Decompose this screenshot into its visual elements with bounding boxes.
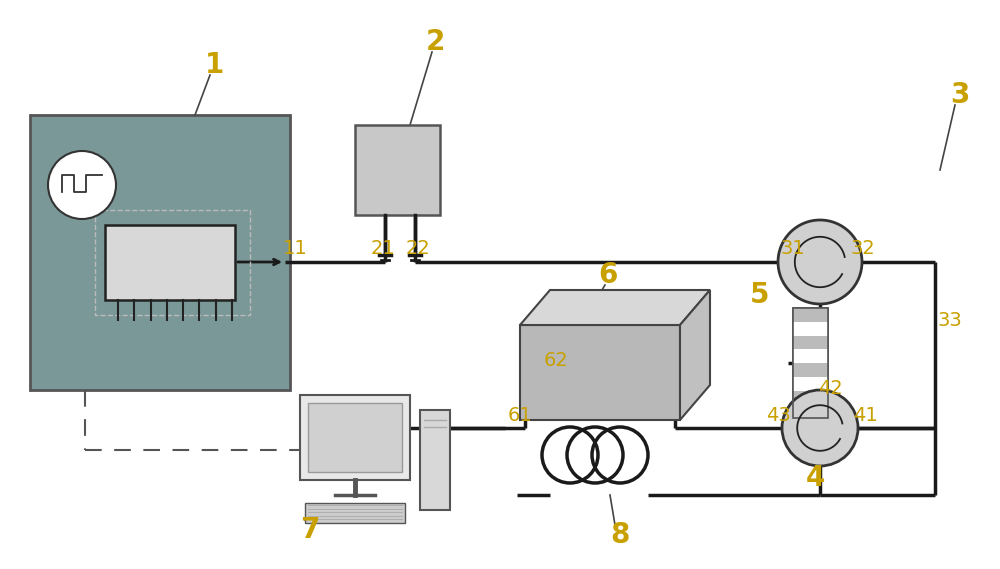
Bar xyxy=(793,377,828,390)
Bar xyxy=(793,349,828,363)
Circle shape xyxy=(782,390,858,466)
Text: 42: 42 xyxy=(818,378,842,398)
Bar xyxy=(793,308,828,418)
Text: 21: 21 xyxy=(371,238,395,258)
Bar xyxy=(793,308,828,418)
Text: 6: 6 xyxy=(598,261,618,289)
Text: 4: 4 xyxy=(805,464,825,492)
Text: 8: 8 xyxy=(610,521,630,549)
Polygon shape xyxy=(680,290,710,420)
Text: 61: 61 xyxy=(508,406,532,424)
Bar xyxy=(30,115,290,390)
Bar xyxy=(95,210,250,315)
Circle shape xyxy=(48,151,116,219)
Text: 33: 33 xyxy=(938,311,962,329)
Bar xyxy=(420,410,450,510)
Text: 43: 43 xyxy=(766,406,790,424)
Bar xyxy=(793,308,828,321)
Bar xyxy=(308,403,402,472)
Bar xyxy=(793,363,828,377)
Circle shape xyxy=(778,220,862,304)
Text: 32: 32 xyxy=(851,238,875,258)
Text: 11: 11 xyxy=(283,238,307,258)
Text: 31: 31 xyxy=(781,238,805,258)
Bar xyxy=(793,321,828,336)
Text: 41: 41 xyxy=(853,406,877,424)
Bar xyxy=(300,395,410,480)
Text: 3: 3 xyxy=(950,81,970,109)
Text: 7: 7 xyxy=(300,516,320,544)
Polygon shape xyxy=(520,290,710,325)
Text: 62: 62 xyxy=(544,351,568,369)
Bar xyxy=(355,125,440,215)
Text: 5: 5 xyxy=(750,281,770,309)
Bar xyxy=(793,404,828,418)
Bar xyxy=(793,336,828,349)
Bar xyxy=(305,503,405,523)
Bar xyxy=(105,225,235,300)
Polygon shape xyxy=(520,325,680,420)
Text: 1: 1 xyxy=(205,51,225,79)
Text: 22: 22 xyxy=(406,238,430,258)
Text: 2: 2 xyxy=(425,28,445,56)
Bar xyxy=(793,390,828,404)
